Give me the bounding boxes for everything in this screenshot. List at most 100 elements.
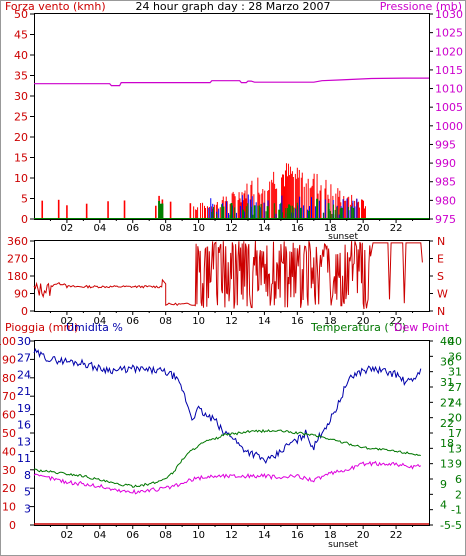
wind-tick-label: 45 <box>14 29 28 42</box>
humidity-tick-label: 90 <box>2 353 16 366</box>
wind-tick-label: 35 <box>14 70 28 83</box>
humidity-tick-label: 40 <box>2 445 16 458</box>
direction-tick-label: 270 <box>7 253 28 266</box>
humidity-tick-label: 30 <box>2 464 16 477</box>
temp-tick-label: 13 <box>448 442 462 455</box>
humidity-tick-label: 60 <box>2 409 16 422</box>
temp-inner-tick-label: 36 <box>440 355 454 368</box>
x-tick-label: 08 <box>159 223 172 234</box>
humidity-line <box>33 347 422 465</box>
temp-inner-tick-label: 40 <box>440 335 454 348</box>
wind-tick-label: 10 <box>14 172 28 185</box>
humidity-tick-label: 70 <box>2 390 16 403</box>
dewpoint-line <box>33 460 422 495</box>
rain-tick-label: 16 <box>17 419 31 432</box>
temp-tick-label: 6 <box>455 473 462 486</box>
compass-tick-label: N <box>437 305 445 318</box>
x-tick-label: 14 <box>258 223 271 234</box>
x-tick-label: 06 <box>126 316 139 327</box>
temp-inner-tick-label: 4 <box>440 499 447 512</box>
temp-inner-tick-label: 13 <box>440 458 454 471</box>
wind-tick-label: 15 <box>14 152 28 165</box>
temp-tick-label: 31 <box>448 366 462 379</box>
direction-tick-label: 0 <box>21 305 28 318</box>
sunset-label: sunset <box>328 232 358 242</box>
chart-title: 24 hour graph day : 28 Marzo 2007 <box>135 0 330 13</box>
x-tick-label: 02 <box>61 530 74 541</box>
pressure-tick-label: 1030 <box>435 8 463 21</box>
x-tick-label: 20 <box>357 316 370 327</box>
compass-tick-label: S <box>437 270 444 283</box>
temp-inner-tick-label: 18 <box>440 437 454 450</box>
pressure-tick-label: 1025 <box>435 27 463 40</box>
x-tick-label: 10 <box>192 530 205 541</box>
rain-tick-label: 27 <box>17 352 31 365</box>
rain-tick-label: 21 <box>17 385 31 398</box>
temp-tick-label: 9 <box>455 458 462 471</box>
rain-tick-label: 13 <box>17 435 31 448</box>
x-tick-label: 08 <box>159 530 172 541</box>
temp-tick-label: 2 <box>455 488 462 501</box>
rain-label: Pioggia (mm) <box>5 321 78 334</box>
wind-direction-line <box>33 240 423 310</box>
humidity-tick-label: 100 <box>0 335 16 348</box>
x-tick-label: 04 <box>93 223 106 234</box>
compass-tick-label: W <box>437 288 448 301</box>
temp-tick-label: 24 <box>448 396 462 409</box>
wind-tick-label: 20 <box>14 131 28 144</box>
temperature-line <box>34 428 421 488</box>
temp-inner-tick-label: -5 <box>440 519 451 532</box>
pressure-tick-label: 985 <box>435 176 456 189</box>
rain-tick-label: 30 <box>17 335 31 348</box>
temp-humidity-panel: Pioggia (mm) Umidita % Temperatura (°C) … <box>0 321 462 550</box>
x-tick-label: 22 <box>390 223 403 234</box>
rain-tick-label: 24 <box>17 368 31 381</box>
wind-speed-label: Forza vento (kmh) <box>5 0 106 13</box>
x-tick-label: 06 <box>126 223 139 234</box>
x-tick-label: 14 <box>258 316 271 327</box>
temp-inner-tick-label: 22 <box>440 417 454 430</box>
pressure-tick-label: 975 <box>435 213 456 226</box>
temp-tick-label: 36 <box>448 350 462 363</box>
temp-tick-label: 27 <box>448 381 462 394</box>
wind-direction-panel: 0 N 90 W 180 S 270 E 360 N 02 04 06 08 10 12 14 16 18 20 22 <box>7 235 448 327</box>
temp-tick-label: -1 <box>451 504 462 517</box>
x-tick-label: 10 <box>192 316 205 327</box>
direction-tick-label: 180 <box>7 270 28 283</box>
x-tick-label: 02 <box>61 223 74 234</box>
rain-tick-label: 19 <box>17 402 31 415</box>
wind-tick-label: 40 <box>14 49 28 62</box>
pressure-label: Pressione (mb) <box>380 0 462 13</box>
sunset-label: sunset <box>328 540 358 550</box>
x-tick-label: 16 <box>291 316 304 327</box>
wind-tick-label: 0 <box>21 213 28 226</box>
humidity-tick-label: 50 <box>2 427 16 440</box>
direction-tick-label: 90 <box>14 288 28 301</box>
wind-tick-label: 25 <box>14 111 28 124</box>
x-tick-label: 04 <box>93 530 106 541</box>
wind-tick-label: 50 <box>14 8 28 21</box>
wind-tick-label: 5 <box>21 193 28 206</box>
humidity-tick-label: 10 <box>2 501 16 514</box>
temp-inner-tick-label: 27 <box>440 396 454 409</box>
rain-tick-label: 8 <box>24 469 31 482</box>
pressure-tick-label: 1020 <box>435 45 463 58</box>
x-tick-label: 08 <box>159 316 172 327</box>
humidity-label: Umidita % <box>66 321 123 334</box>
pressure-tick-label: 1010 <box>435 83 463 96</box>
temp-tick-label: 20 <box>448 412 462 425</box>
dewpoint-label: Dew Point <box>394 321 450 334</box>
pressure-tick-label: 1000 <box>435 120 463 133</box>
x-tick-label: 16 <box>291 530 304 541</box>
rain-tick-label: 3 <box>24 502 31 515</box>
pressure-tick-label: 1005 <box>435 101 463 114</box>
pressure-line <box>34 77 429 87</box>
direction-tick-label: 360 <box>7 235 28 248</box>
x-tick-label: 18 <box>324 316 337 327</box>
pressure-tick-label: 980 <box>435 194 456 207</box>
humidity-tick-label: 20 <box>2 482 16 495</box>
temperature-label: Temperatura (°C) <box>310 321 406 334</box>
x-tick-label: 12 <box>225 223 238 234</box>
x-tick-label: 18 <box>324 223 337 234</box>
